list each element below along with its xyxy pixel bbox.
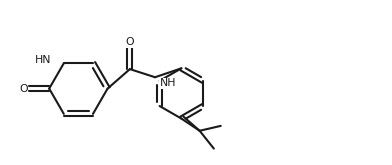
Text: O: O bbox=[19, 84, 27, 94]
Text: NH: NH bbox=[160, 78, 176, 88]
Text: HN: HN bbox=[35, 55, 52, 65]
Text: O: O bbox=[125, 37, 134, 47]
